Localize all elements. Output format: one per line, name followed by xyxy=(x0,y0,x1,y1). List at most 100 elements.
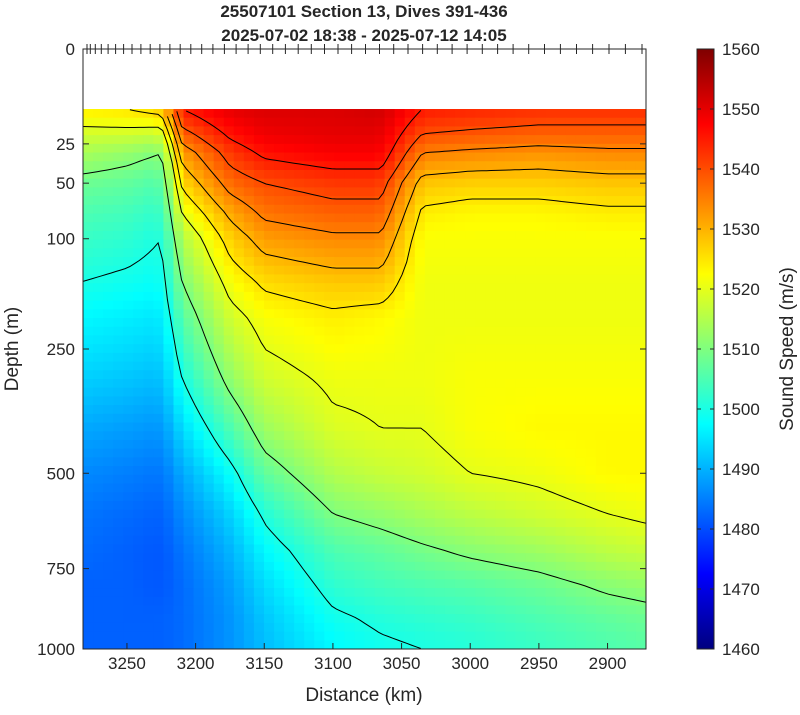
heatmap-cell xyxy=(203,300,215,310)
heatmap-cell xyxy=(485,640,496,649)
heatmap-cell xyxy=(394,213,406,223)
heatmap-cell xyxy=(354,527,366,537)
heatmap-cell xyxy=(344,509,356,519)
heatmap-cell xyxy=(515,596,526,607)
heatmap-cell xyxy=(193,370,205,380)
heatmap-cell xyxy=(545,396,557,406)
heatmap-cell xyxy=(253,196,265,206)
heatmap-cell xyxy=(123,579,134,589)
heatmap-cell xyxy=(485,509,496,519)
heatmap-cell xyxy=(263,509,275,519)
heatmap-cell xyxy=(243,379,255,389)
heatmap-cell xyxy=(364,344,376,354)
heatmap-cell xyxy=(404,422,416,432)
heatmap-cell xyxy=(213,117,225,128)
heatmap-cell xyxy=(314,379,325,389)
heatmap-cell xyxy=(324,152,335,162)
heatmap-cell xyxy=(615,222,627,232)
heatmap-cell xyxy=(233,561,245,572)
heatmap-cell xyxy=(193,596,205,607)
heatmap-cell xyxy=(374,274,386,284)
heatmap-cell xyxy=(284,535,295,546)
heatmap-cell xyxy=(374,135,386,145)
heatmap-cell xyxy=(354,291,366,302)
heatmap-cell xyxy=(354,117,366,128)
heatmap-cell xyxy=(274,135,285,145)
heatmap-cell xyxy=(384,379,396,389)
heatmap-cell xyxy=(585,431,597,441)
heatmap-cell xyxy=(635,544,646,554)
heatmap-cell xyxy=(525,248,537,258)
heatmap-cell xyxy=(294,509,305,519)
heatmap-cell xyxy=(324,143,335,154)
heatmap-cell xyxy=(635,379,646,389)
heatmap-cell xyxy=(153,300,165,310)
heatmap-cell xyxy=(404,344,416,354)
heatmap-cell xyxy=(565,396,577,406)
heatmap-cell xyxy=(635,152,646,162)
heatmap-cell xyxy=(133,596,144,607)
heatmap-cell xyxy=(183,196,195,206)
heatmap-cell xyxy=(274,309,285,319)
heatmap-cell xyxy=(475,448,486,458)
heatmap-cell xyxy=(424,309,436,319)
heatmap-cell xyxy=(324,448,335,458)
heatmap-cell xyxy=(233,631,245,641)
heatmap-cell xyxy=(294,135,305,145)
heatmap-cell xyxy=(485,196,496,206)
heatmap-cell xyxy=(233,248,245,258)
heatmap-cell xyxy=(314,439,325,450)
heatmap-cell xyxy=(274,466,285,476)
heatmap-cell xyxy=(223,239,235,249)
heatmap-cell xyxy=(555,283,567,293)
heatmap-cell xyxy=(374,230,386,241)
heatmap-cell xyxy=(545,431,557,441)
heatmap-cell xyxy=(394,204,406,215)
heatmap-cell xyxy=(615,379,627,389)
heatmap-cell xyxy=(625,457,637,467)
heatmap-cell xyxy=(505,335,516,345)
heatmap-cell xyxy=(394,135,406,145)
heatmap-cell xyxy=(354,352,366,363)
heatmap-cell xyxy=(424,579,436,589)
heatmap-cell xyxy=(243,318,255,328)
y-tick-label: 50 xyxy=(56,174,75,193)
heatmap-cell xyxy=(515,439,526,450)
heatmap-cell xyxy=(525,405,537,415)
heatmap-cell xyxy=(525,257,537,267)
heatmap-cell xyxy=(203,344,215,354)
heatmap-cell xyxy=(103,239,114,249)
heatmap-cell xyxy=(83,527,94,537)
heatmap-cell xyxy=(223,291,235,302)
heatmap-cell xyxy=(203,439,215,450)
heatmap-cell xyxy=(465,230,476,241)
heatmap-cell xyxy=(615,161,627,171)
heatmap-cell xyxy=(294,570,305,580)
heatmap-cell xyxy=(113,230,124,241)
heatmap-cell xyxy=(424,439,436,450)
heatmap-cell xyxy=(304,553,315,563)
heatmap-cell xyxy=(525,291,537,302)
heatmap-cell xyxy=(635,257,646,267)
heatmap-cell xyxy=(263,379,275,389)
heatmap-cell xyxy=(193,283,205,293)
heatmap-cell xyxy=(294,474,305,485)
heatmap-cell xyxy=(625,518,637,528)
heatmap-cell xyxy=(555,422,567,432)
heatmap-cell xyxy=(565,222,577,232)
heatmap-cell xyxy=(193,527,205,537)
heatmap-cell xyxy=(364,483,376,493)
heatmap-cell xyxy=(153,335,165,345)
heatmap-cell xyxy=(465,457,476,467)
heatmap-cell xyxy=(384,309,396,319)
heatmap-cell xyxy=(243,640,255,649)
heatmap-cell xyxy=(515,109,526,119)
heatmap-cell xyxy=(233,309,245,319)
heatmap-cell xyxy=(555,379,567,389)
heatmap-cell xyxy=(414,239,426,249)
heatmap-cell xyxy=(404,544,416,554)
heatmap-cell xyxy=(605,318,617,328)
heatmap-cell xyxy=(535,300,547,310)
heatmap-cell xyxy=(143,283,154,293)
heatmap-cell xyxy=(253,361,265,371)
